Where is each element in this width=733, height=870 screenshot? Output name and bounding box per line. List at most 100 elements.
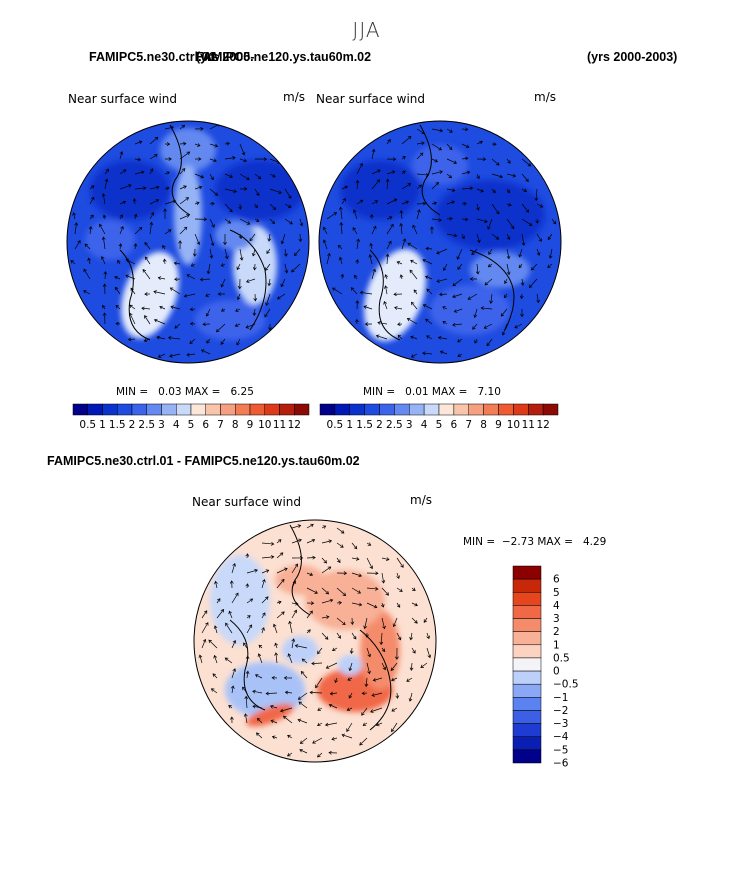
wind-vector [440,351,448,355]
colorbar-2-swatch [528,403,544,416]
wind-vector [491,188,496,193]
wind-vector-head [227,220,232,224]
wind-vector [189,338,196,344]
wind-vector-head [358,573,362,578]
wind-vector [529,278,538,288]
wind-vector [381,587,389,596]
wind-vector-head [133,213,138,218]
wind-vector [287,735,293,739]
wind-vector [321,599,333,604]
wind-vector [454,308,463,313]
wind-vector-head [346,728,350,732]
panel1-minmax: MIN = 0.03 MAX = 6.25 [116,386,254,398]
wind-vector-head [480,306,485,311]
wind-vector-head [284,269,289,274]
wind-vector [409,692,413,702]
wind-vector-head [102,312,107,316]
wind-vector [270,705,278,709]
wind-vector [442,306,448,310]
wind-vector [411,617,418,624]
wind-vector-head [205,622,209,626]
wind-vector [134,243,137,250]
wind-vector [149,168,153,175]
wind-vector-head [388,216,393,220]
wind-vector [73,212,76,220]
wind-vector [323,227,328,235]
wind-vector [366,587,378,590]
wind-vector-head [72,212,76,216]
colorbar-1-tick-label: 11 [273,419,286,431]
wind-vector [212,673,218,679]
wind-vector-head [216,328,220,333]
wind-vector-head [167,335,172,340]
wind-vector [261,612,266,619]
wind-vector-head [288,620,292,625]
wind-vector [366,602,377,608]
colorbar-2-swatch [542,403,559,416]
wind-vector [356,259,358,265]
wind-vector [321,525,326,529]
wind-vector-head [262,578,266,583]
wind-vector [291,525,301,529]
wind-vector-head [298,701,303,705]
wind-vector-head [342,621,346,626]
colorbar-1-swatch [161,403,177,416]
wind-vector-head [342,592,347,597]
wind-vector [461,157,468,160]
wind-vector-head [464,217,469,222]
wind-vector-head [347,677,351,681]
wind-vector-head [487,263,492,268]
wind-vector [179,168,186,175]
colorbar-3-swatch [512,644,542,659]
wind-vector [476,141,483,145]
wind-vector [431,128,443,132]
wind-vector [491,203,500,215]
wind-vector-head [393,292,397,297]
wind-vector [134,227,143,235]
wind-vector [506,263,510,275]
colorbar-3-tick-label: −4 [553,731,569,743]
wind-vector [351,647,353,654]
wind-vector-head [122,200,127,205]
wind-vector [115,287,121,295]
wind-vector-head [407,135,412,140]
wind-vector [323,239,328,250]
wind-vector-head [348,695,353,699]
wind-vector [385,285,388,295]
wind-vector [287,752,293,757]
wind-vector [246,583,248,589]
wind-vector-head [439,350,444,355]
wind-vector-head [348,667,353,672]
wind-vector [504,278,508,284]
wind-vector-head [154,154,158,158]
wind-vector [339,257,343,265]
wind-vector-head [467,296,472,300]
wind-vector [331,737,338,740]
wind-vector [351,587,361,594]
wind-vector [401,170,406,175]
wind-vector [446,143,453,150]
wind-vector [336,542,344,548]
wind-vector-head [255,732,260,736]
wind-vector [438,337,448,340]
wind-vector [360,292,373,295]
wind-vector [89,185,95,190]
colorbar-3-swatch [512,723,542,737]
wind-vector-head [255,192,260,197]
wind-vector [336,557,341,563]
wind-vector-head [409,667,414,671]
colorbar-1-swatch [72,403,88,416]
wind-vector [396,572,400,579]
wind-vector [174,262,181,265]
wind-vector-head [323,559,327,564]
wind-vector-head [384,274,389,278]
wind-vector-head [350,287,355,291]
wind-vector [411,587,416,591]
wind-vector [298,692,308,700]
wind-vector-head [241,151,246,156]
wind-vector [74,222,77,235]
wind-vector [396,602,401,608]
wind-vector-head [163,208,167,212]
wind-vector [446,201,455,205]
wind-vector [412,225,418,235]
